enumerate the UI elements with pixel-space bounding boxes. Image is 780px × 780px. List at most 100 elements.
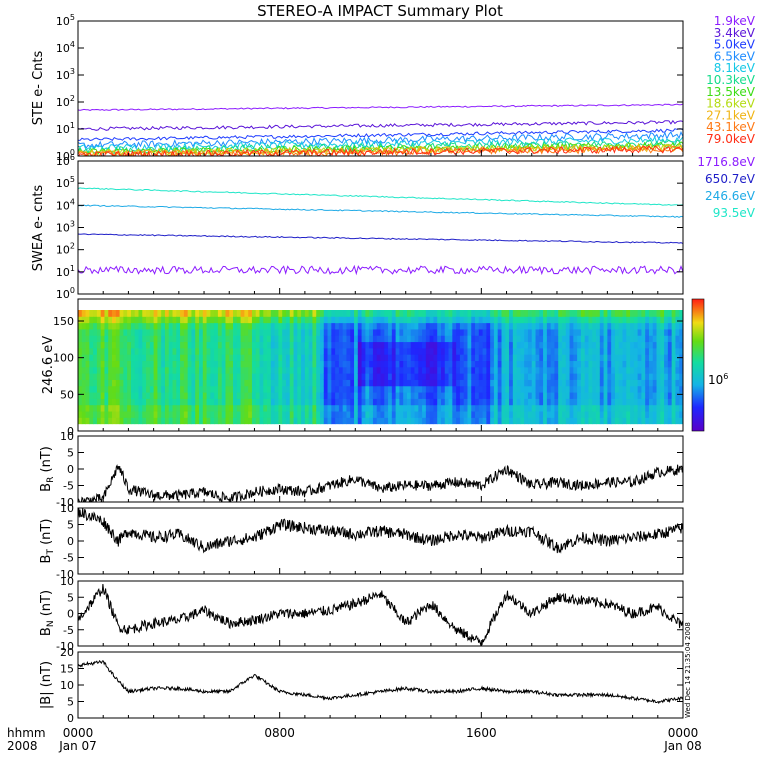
spectrogram-cell <box>478 335 483 343</box>
spectrogram-cell <box>274 385 279 393</box>
spectrogram-cell <box>493 398 499 406</box>
spectrogram-cell <box>596 366 601 374</box>
spectrogram-cell <box>236 347 241 355</box>
spectrogram-cell <box>512 341 518 349</box>
spectrogram-cell <box>482 398 487 406</box>
spectrogram-cell <box>437 328 442 336</box>
spectrogram-cell <box>130 379 136 387</box>
spectrogram-cell <box>539 392 544 399</box>
spectrogram-cell <box>285 335 291 343</box>
spectrogram-cell <box>346 360 351 368</box>
spectrogram-cell <box>633 385 639 393</box>
spectrogram-cell <box>497 328 502 336</box>
spectrogram-cell <box>490 366 495 374</box>
spectrogram-cell <box>550 366 555 374</box>
spectrogram-cell <box>248 385 253 393</box>
spectrogram-cell <box>251 322 257 330</box>
y-tick-label: -10 <box>56 640 74 653</box>
spectrogram-cell <box>285 360 291 368</box>
spectrogram-cell <box>180 392 185 399</box>
spectrogram-cell <box>195 328 200 336</box>
spectrogram-cell <box>312 404 317 412</box>
spectrogram-cell <box>410 385 415 393</box>
spectrogram-cell <box>565 366 570 374</box>
spectrogram-cell <box>384 385 389 393</box>
spectrogram-cell <box>633 335 639 343</box>
spectrogram-cell <box>524 328 529 336</box>
spectrogram-cell <box>437 417 442 425</box>
spectrogram-cell <box>573 366 578 374</box>
spectrogram-cell <box>626 373 631 380</box>
spectrogram-cell <box>463 328 468 336</box>
spectrogram-cell <box>478 385 483 393</box>
spectrogram-cell <box>471 335 476 343</box>
spectrogram-cell <box>127 322 132 330</box>
spectrogram-cell <box>130 398 136 406</box>
spectrogram-cell <box>270 328 276 336</box>
spectrogram-cell <box>406 398 412 406</box>
spectrogram-cell <box>100 417 105 425</box>
spectrogram-cell <box>425 404 431 412</box>
spectrogram-cell <box>471 310 476 317</box>
spectrogram-cell <box>554 373 559 380</box>
spectrogram-cell <box>531 392 536 399</box>
spectrogram-cell <box>180 322 185 330</box>
spectrogram-cell <box>285 310 291 317</box>
spectrogram-cell <box>437 366 442 374</box>
spectrogram-cell <box>127 328 132 336</box>
spectrogram-cell <box>456 373 461 380</box>
spectrogram-cell <box>641 404 646 412</box>
spectrogram-cell <box>637 366 642 374</box>
spectrogram-cell <box>482 366 487 374</box>
spectrogram-cell <box>399 354 404 362</box>
y-tick-label: 5 <box>67 696 74 709</box>
spectrogram-cell <box>580 379 586 387</box>
spectrogram-cell <box>195 411 200 418</box>
spectrogram-cell <box>285 379 291 387</box>
spectrogram-cell <box>96 385 102 393</box>
spectrogram-cell <box>312 354 317 362</box>
spectrogram-cell <box>433 385 438 393</box>
spectrogram-cell <box>558 398 563 406</box>
spectrogram-cell <box>422 335 427 343</box>
spectrogram-cell <box>516 366 521 374</box>
spectrogram-cell <box>630 328 635 336</box>
spectrogram-cell <box>660 347 665 355</box>
spectrogram-cell <box>274 417 279 425</box>
spectrogram-cell <box>119 316 124 324</box>
spectrogram-cell <box>157 385 162 393</box>
spectrogram-cell <box>180 354 185 362</box>
spectrogram-cell <box>667 366 673 374</box>
spectrogram-cell <box>588 341 593 349</box>
spectrogram-cell <box>456 316 461 324</box>
spectrogram-cell <box>221 360 226 368</box>
y-tick-label: 100 <box>56 148 75 163</box>
spectrogram-cell <box>395 404 400 412</box>
spectrogram-cell <box>671 385 676 393</box>
spectrogram-cell <box>569 398 574 406</box>
spectrogram-cell <box>596 373 601 380</box>
spectrogram-cell <box>406 316 412 324</box>
spectrogram-cell <box>509 322 514 330</box>
spectrogram-cell <box>664 411 669 418</box>
spectrogram-cell <box>531 379 536 387</box>
spectrogram-cell <box>130 328 136 336</box>
spectrogram-cell <box>350 310 355 317</box>
spectrogram-cell <box>652 322 657 330</box>
spectrogram-cell <box>274 398 279 406</box>
spectrogram-cell <box>320 392 325 399</box>
spectrogram-cell <box>497 322 502 330</box>
spectrogram-cell <box>384 328 389 336</box>
spectrogram-cell <box>100 366 105 374</box>
spectrogram-cell <box>527 398 533 406</box>
spectrogram-cell <box>429 328 434 336</box>
spectrogram-cell <box>240 354 245 362</box>
spectrogram-cell <box>176 354 181 362</box>
spectrogram-cell <box>539 366 544 374</box>
spectrogram-cell <box>301 411 306 418</box>
spectrogram-cell <box>191 310 196 317</box>
spectrogram-cell <box>93 398 98 406</box>
spectrogram-cell <box>308 411 313 418</box>
spectrogram-cell <box>399 316 404 324</box>
